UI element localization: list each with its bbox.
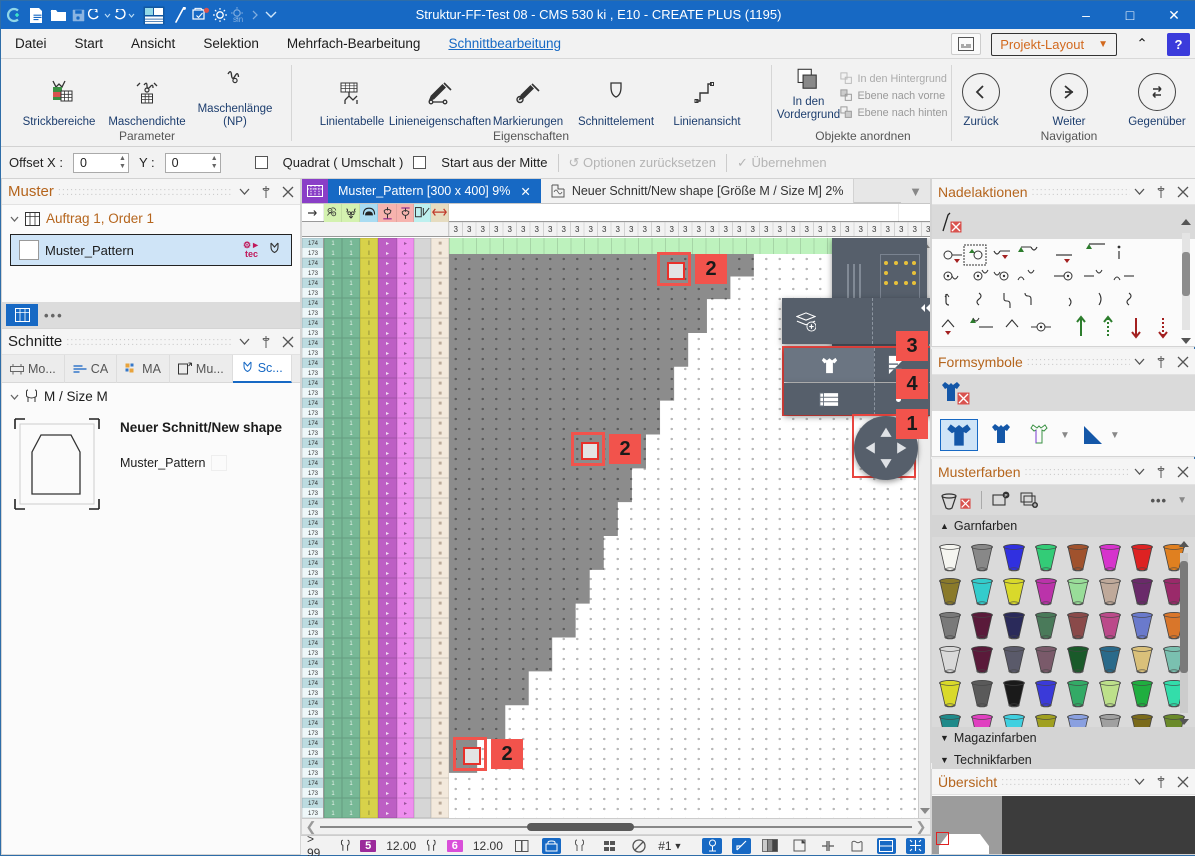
svg-text:sin: sin [233,15,243,23]
svg-text:P: P [1004,493,1007,498]
